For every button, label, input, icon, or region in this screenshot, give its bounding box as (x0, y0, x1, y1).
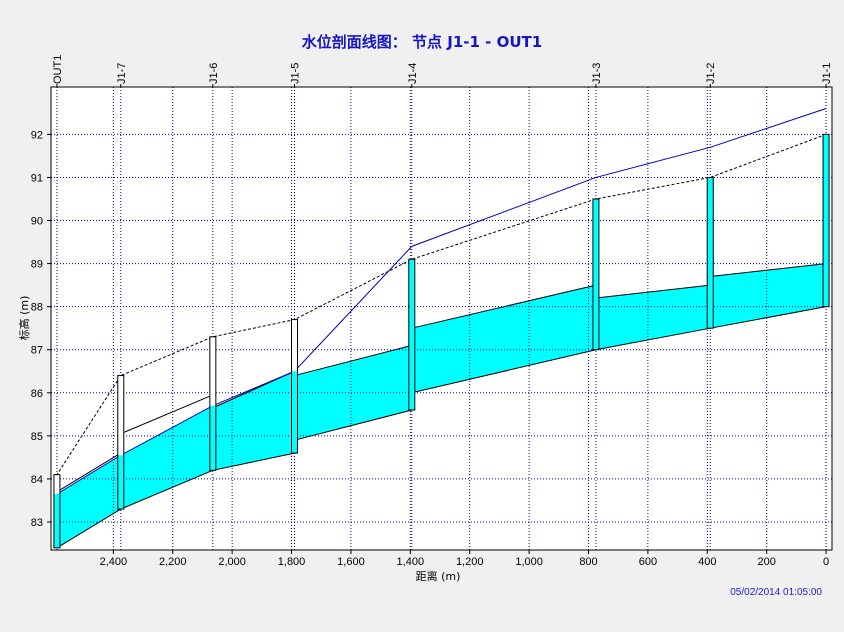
node-water-J1-2 (707, 177, 714, 329)
node-label-J1-5: J1-5 (290, 63, 302, 84)
y-tick-label-5: 88 (31, 302, 43, 314)
x-axis-title: 距离 (m) (416, 569, 461, 583)
y-axis-title: 标高 (m) (17, 296, 31, 341)
pipe-invert-J1-1-J1-2 (710, 306, 827, 329)
pipe-crown-J1-4-J1-5 (294, 344, 412, 377)
node-label-J1-4: J1-4 (407, 63, 419, 84)
y-tick-label-2: 85 (31, 431, 43, 443)
y-tick-label-6: 89 (31, 259, 43, 271)
node-outline-J1-2 (706, 176, 714, 329)
pipe-invert-J1-6-J1-7 (120, 469, 214, 510)
node-OUT1 (53, 474, 61, 549)
hgl-line (56, 108, 827, 495)
x-tick-label-11: 200 (757, 556, 775, 568)
x-tick-label-10: 400 (698, 556, 716, 568)
node-outline-J1-7 (117, 375, 125, 510)
pipe-crown-J1-2-J1-3 (595, 284, 711, 299)
chart-title: 水位剖面线图： 节点 J1-1 - OUT1 (301, 33, 543, 51)
plot-frame (50, 86, 833, 551)
water-fill-J1-5-J1-6 (212, 371, 295, 471)
pipe-crown-J1-6-J1-7 (120, 394, 214, 435)
timestamp: 05/02/2014 01:05:00 (730, 587, 822, 598)
node-J1-3 (592, 198, 600, 351)
node-water-J1-5 (291, 371, 298, 454)
node-label-OUT1: OUT1 (52, 55, 64, 84)
water-fill-J1-7-OUT1 (56, 455, 121, 548)
node-J1-2 (706, 176, 714, 329)
x-tick-label-1: 2,200 (159, 556, 187, 568)
pipe-invert-J1-4-J1-5 (294, 409, 412, 441)
ground-line (56, 133, 827, 475)
x-tick-label-9: 600 (639, 556, 657, 568)
pipe-invert-J1-2-J1-3 (595, 327, 711, 351)
water-fill-J1-1-J1-2 (710, 263, 827, 329)
node-J1-4 (408, 258, 416, 411)
node-water-J1-6 (209, 405, 216, 471)
node-body-J1-7 (117, 375, 124, 510)
x-tick-label-0: 2,400 (100, 556, 128, 568)
node-J1-6 (209, 336, 217, 471)
node-water-OUT1 (53, 494, 60, 548)
node-outline-J1-4 (408, 258, 416, 411)
node-label-J1-2: J1-2 (705, 63, 717, 84)
node-outline-J1-5 (291, 319, 299, 454)
water-fill-J1-6-J1-7 (120, 405, 213, 510)
x-tick-label-4: 1,600 (337, 556, 365, 568)
x-tick-label-12: 0 (823, 556, 829, 568)
y-tick-label-4: 87 (31, 345, 43, 357)
x-tick-label-3: 1,800 (278, 556, 306, 568)
node-J1-1 (822, 133, 830, 308)
water-fill-J1-3-J1-4 (411, 285, 596, 393)
x-tick-label-5: 1,400 (397, 556, 425, 568)
y-tick-label-3: 86 (31, 388, 43, 400)
pipe-crown-J1-7-OUT1 (56, 452, 122, 493)
x-tick-label-8: 800 (579, 556, 597, 568)
pipe-invert-J1-7-OUT1 (56, 508, 122, 549)
node-J1-7 (117, 375, 125, 510)
node-outline-J1-3 (592, 198, 600, 351)
node-label-J1-1: J1-1 (821, 63, 833, 84)
y-tick-label-0: 83 (31, 517, 43, 529)
pipe-invert-J1-5-J1-6 (212, 452, 295, 471)
node-body-J1-6 (209, 336, 216, 471)
node-water-J1-7 (117, 455, 124, 510)
y-tick-label-8: 91 (31, 172, 43, 184)
node-outline-J1-6 (209, 336, 217, 471)
y-tick-label-9: 92 (31, 129, 43, 141)
node-water-J1-4 (408, 259, 415, 411)
x-tick-label-6: 1,200 (456, 556, 484, 568)
node-outline-J1-1 (822, 133, 830, 308)
node-water-J1-3 (592, 198, 599, 350)
pipe-invert-J1-3-J1-4 (411, 349, 597, 394)
y-tick-label-7: 90 (31, 216, 43, 228)
water-fill-J1-4-J1-5 (294, 345, 412, 441)
y-tick-label-1: 84 (31, 474, 43, 486)
node-label-J1-3: J1-3 (591, 63, 603, 84)
pipe-crown-J1-3-J1-4 (411, 284, 597, 329)
x-tick-label-2: 2,000 (218, 556, 246, 568)
node-J1-5 (291, 319, 299, 454)
node-label-J1-6: J1-6 (208, 63, 220, 84)
x-tick-label-7: 1,000 (515, 556, 543, 568)
node-label-J1-7: J1-7 (116, 63, 128, 84)
water-fill-J1-2-J1-3 (595, 285, 711, 350)
pipe-crown-J1-1-J1-2 (710, 263, 827, 278)
node-outline-OUT1 (53, 474, 61, 549)
node-water-J1-1 (823, 134, 830, 307)
